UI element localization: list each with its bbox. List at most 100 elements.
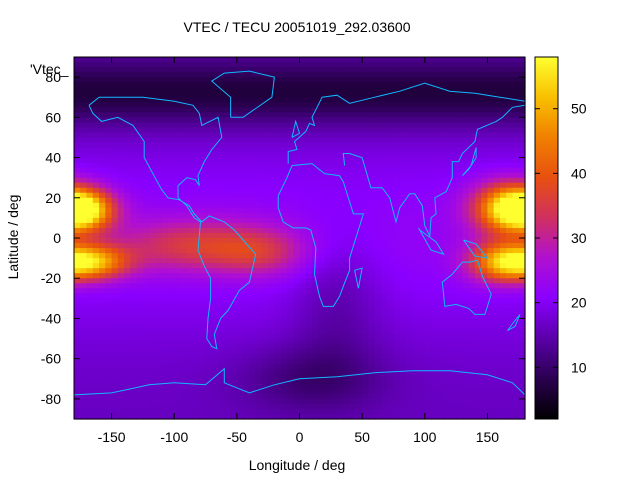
heatmap-cell <box>193 268 200 274</box>
heatmap-cell <box>167 92 175 98</box>
heatmap-cell <box>167 303 175 309</box>
heatmap-cell <box>424 167 432 174</box>
heatmap-cell <box>99 268 106 274</box>
heatmap-cell <box>255 298 263 304</box>
heatmap-cell <box>92 232 100 239</box>
heatmap-cell <box>111 288 119 294</box>
heatmap-cell <box>174 157 182 164</box>
heatmap-cell <box>236 107 244 113</box>
heatmap-cell <box>80 147 88 154</box>
heatmap-cell <box>136 152 144 159</box>
heatmap-cell <box>481 167 489 174</box>
heatmap-cell <box>142 77 150 83</box>
heatmap-cell <box>324 413 332 420</box>
heatmap-cell <box>343 57 351 63</box>
heatmap-cell <box>236 288 244 294</box>
heatmap-cell <box>124 157 131 164</box>
heatmap-cell <box>205 343 213 350</box>
heatmap-cell <box>236 157 244 164</box>
heatmap-cell <box>211 323 219 330</box>
heatmap-cell <box>393 92 401 98</box>
heatmap-cell <box>236 72 244 78</box>
heatmap-cell <box>462 288 470 294</box>
heatmap-cell <box>86 238 94 244</box>
heatmap-cell <box>243 333 250 340</box>
heatmap-cell <box>481 408 489 415</box>
heatmap-cell <box>456 283 463 289</box>
heatmap-cell <box>424 383 432 390</box>
heatmap-cell <box>462 248 470 254</box>
heatmap-cell <box>180 102 188 108</box>
heatmap-cell <box>74 227 81 234</box>
heatmap-cell <box>393 127 401 134</box>
heatmap-cell <box>506 167 514 174</box>
heatmap-cell <box>493 328 501 335</box>
heatmap-cell <box>337 72 344 78</box>
heatmap-cell <box>105 393 113 400</box>
heatmap-cell <box>393 373 401 380</box>
heatmap-cell <box>167 117 175 123</box>
heatmap-cell <box>180 117 188 123</box>
heatmap-cell <box>92 152 100 159</box>
heatmap-cell <box>293 238 301 244</box>
heatmap-cell <box>418 182 426 189</box>
heatmap-cell <box>261 288 269 294</box>
heatmap-cell <box>293 202 301 209</box>
heatmap-cell <box>261 253 269 259</box>
heatmap-cell <box>249 137 257 144</box>
heatmap-cell <box>487 212 495 219</box>
heatmap-cell <box>456 127 463 134</box>
heatmap-cell <box>286 358 294 365</box>
heatmap-cell <box>474 212 482 219</box>
heatmap-cell <box>312 87 319 93</box>
heatmap-cell <box>117 258 125 264</box>
heatmap-cell <box>481 87 489 93</box>
heatmap-cell <box>155 157 163 164</box>
heatmap-cell <box>487 62 495 68</box>
heatmap-cell <box>167 388 175 395</box>
heatmap-cell <box>274 92 282 98</box>
heatmap-cell <box>286 298 294 304</box>
heatmap-cell <box>312 62 319 68</box>
heatmap-cell <box>180 258 188 264</box>
heatmap-cell <box>174 137 182 144</box>
heatmap-cell <box>174 258 182 264</box>
heatmap-cell <box>374 162 382 169</box>
heatmap-cell <box>230 167 238 174</box>
heatmap-cell <box>355 323 363 330</box>
heatmap-cell <box>230 222 238 229</box>
heatmap-cell <box>481 157 489 164</box>
heatmap-cell <box>443 393 451 400</box>
heatmap-cell <box>418 152 426 159</box>
heatmap-cell <box>211 283 219 289</box>
heatmap-cell <box>493 152 501 159</box>
heatmap-cell <box>368 77 376 83</box>
heatmap-cell <box>474 137 482 144</box>
heatmap-cell <box>412 152 420 159</box>
heatmap-cell <box>380 263 388 269</box>
heatmap-cell <box>255 67 263 73</box>
heatmap-cell <box>355 378 363 385</box>
heatmap-cell <box>205 192 213 199</box>
heatmap-cell <box>368 373 376 380</box>
heatmap-cell <box>280 102 288 108</box>
heatmap-cell <box>318 323 326 330</box>
heatmap-cell <box>105 127 113 134</box>
heatmap-cell <box>86 353 94 360</box>
heatmap-cell <box>424 227 432 234</box>
heatmap-cell <box>105 177 113 184</box>
heatmap-cell <box>149 87 157 93</box>
heatmap-cell <box>155 132 163 139</box>
heatmap-cell <box>424 323 432 330</box>
heatmap-cell <box>499 338 507 345</box>
heatmap-cell <box>405 363 413 370</box>
heatmap-cell <box>424 413 432 420</box>
heatmap-cell <box>349 328 357 335</box>
heatmap-cell <box>92 293 100 299</box>
heatmap-cell <box>99 253 106 259</box>
heatmap-cell <box>462 273 470 279</box>
heatmap-cell <box>481 77 489 83</box>
heatmap-cell <box>86 157 94 164</box>
heatmap-cell <box>230 348 238 355</box>
heatmap-cell <box>80 107 88 113</box>
